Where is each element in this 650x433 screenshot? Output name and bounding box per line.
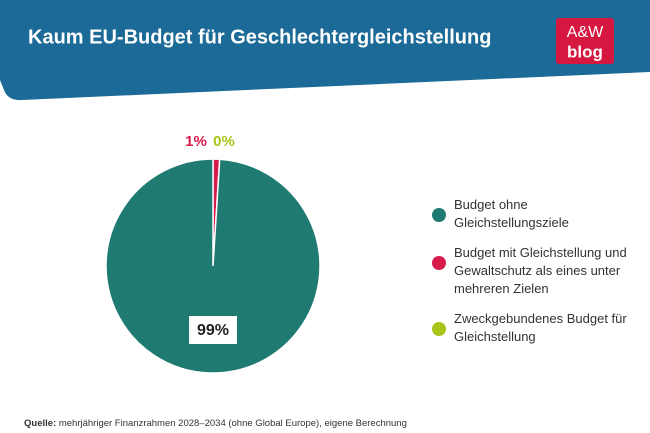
legend-label: Budget mit Gleichstellung und Gewaltschu… — [454, 245, 627, 296]
source-text: mehrjähriger Finanzrahmen 2028–2034 (ohn… — [58, 418, 407, 429]
value-label: 0% — [213, 133, 235, 150]
legend-label: Zweckgebundenes Budget für Gleichstellun… — [454, 311, 627, 344]
legend-swatch — [432, 322, 446, 336]
legend-item: Zweckgebundenes Budget für Gleichstellun… — [432, 310, 632, 346]
header-band — [0, 0, 650, 101]
chart-title: Kaum EU-Budget für Geschlechtergleichste… — [28, 26, 491, 48]
legend-swatch — [432, 208, 446, 222]
pie-slice — [105, 158, 321, 374]
value-label-box — [189, 316, 237, 344]
logo-box — [556, 18, 614, 64]
legend: Budget ohne Gleichstellungsziele Budget m… — [432, 196, 632, 358]
legend-item: Budget mit Gleichstellung und Gewaltschu… — [432, 244, 632, 298]
logo-text: A&W — [567, 24, 604, 41]
source-label: Quelle: — [24, 418, 57, 429]
legend-item: Budget ohne Gleichstellungsziele — [432, 196, 632, 232]
legend-swatch — [432, 256, 446, 270]
source: Quelle: mehrjähriger Finanzrahmen 2028–2… — [24, 418, 407, 429]
pie: 0% 1% 99% — [105, 133, 321, 374]
value-label: 99% — [197, 322, 229, 339]
value-label: 1% — [185, 133, 207, 150]
logo-text: blog — [567, 42, 603, 61]
legend-label: Budget ohne Gleichstellungsziele — [454, 197, 569, 230]
